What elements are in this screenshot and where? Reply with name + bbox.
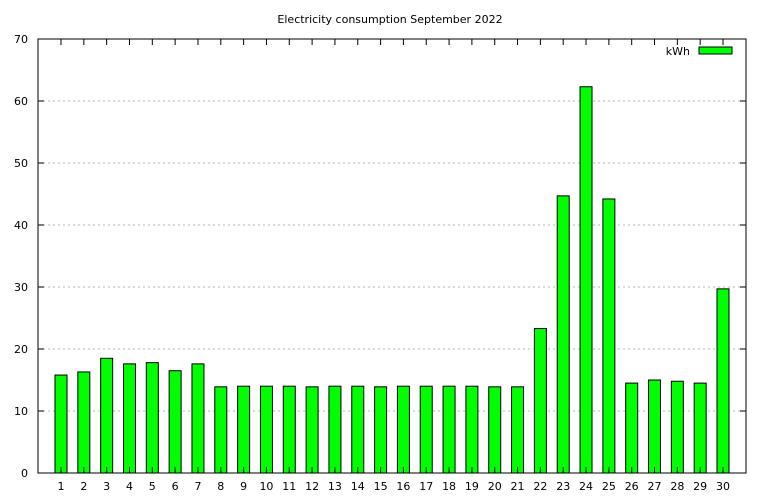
bar-21 [511, 386, 525, 474]
x-tick-label: 21 [511, 480, 525, 493]
x-tick-label: 9 [240, 480, 247, 493]
x-tick-label: 10 [259, 480, 273, 493]
x-tick-label: 15 [374, 480, 388, 493]
x-tick-label: 28 [670, 480, 684, 493]
x-tick-label: 5 [149, 480, 156, 493]
chart-title: Electricity consumption September 2022 [277, 13, 502, 26]
bar-10 [259, 385, 273, 474]
x-tick-label: 25 [602, 480, 616, 493]
bar-29 [693, 382, 707, 474]
x-tick-label: 4 [126, 480, 133, 493]
x-tick-label: 6 [172, 480, 179, 493]
x-tick-label: 8 [217, 480, 224, 493]
bar-23 [556, 195, 570, 474]
x-tick-label: 22 [533, 480, 547, 493]
x-tick-label: 19 [465, 480, 479, 493]
bar-22 [533, 328, 547, 474]
bar-30 [716, 288, 730, 474]
legend-label: kWh [666, 45, 690, 58]
y-tick-label: 70 [14, 33, 28, 46]
x-tick-label: 30 [716, 480, 730, 493]
y-tick-label: 30 [14, 281, 28, 294]
bar-26 [625, 382, 639, 474]
bar-7 [191, 363, 205, 474]
grid [38, 100, 746, 412]
x-tick-label: 29 [693, 480, 707, 493]
bar-8 [214, 386, 228, 474]
x-tick-label: 18 [442, 480, 456, 493]
x-tick-label: 20 [488, 480, 502, 493]
bar-15 [374, 386, 388, 474]
bars [54, 86, 730, 474]
bar-27 [648, 379, 662, 474]
bar-28 [670, 380, 684, 474]
x-tick-label: 11 [282, 480, 296, 493]
y-tick-label: 40 [14, 219, 28, 232]
bar-3 [100, 357, 114, 474]
x-tick-label: 17 [419, 480, 433, 493]
bar-5 [145, 362, 159, 474]
bar-12 [305, 386, 319, 474]
y-tick-label: 50 [14, 157, 28, 170]
bar-25 [602, 198, 616, 474]
x-tick-label: 13 [328, 480, 342, 493]
bar-20 [488, 386, 502, 474]
x-tick-label: 26 [625, 480, 639, 493]
y-tick-label: 60 [14, 95, 28, 108]
bar-1 [54, 374, 68, 474]
bar-18 [442, 385, 456, 474]
bar-9 [237, 385, 251, 474]
y-tick-label: 10 [14, 405, 28, 418]
x-tick-label: 23 [556, 480, 570, 493]
x-tick-label: 24 [579, 480, 593, 493]
x-tick-label: 7 [194, 480, 201, 493]
bar-11 [282, 385, 296, 474]
x-tick-label: 3 [103, 480, 110, 493]
x-tick-label: 12 [305, 480, 319, 493]
bar-16 [396, 385, 410, 474]
x-tick-label: 14 [351, 480, 365, 493]
bar-24 [579, 86, 593, 474]
plot-frame [37, 38, 747, 474]
bar-19 [465, 385, 479, 474]
bar-4 [122, 363, 136, 474]
bar-14 [351, 385, 365, 474]
legend: kWh [666, 45, 733, 58]
y-tick-label: 0 [21, 467, 28, 480]
legend-swatch [698, 46, 733, 55]
x-tick-label: 2 [80, 480, 87, 493]
bar-2 [77, 371, 91, 474]
bar-17 [419, 385, 433, 474]
bar-13 [328, 385, 342, 474]
x-tick-label: 27 [648, 480, 662, 493]
bar-6 [168, 370, 182, 474]
x-tick-label: 1 [58, 480, 65, 493]
y-tick-label: 20 [14, 343, 28, 356]
x-tick-label: 16 [396, 480, 410, 493]
